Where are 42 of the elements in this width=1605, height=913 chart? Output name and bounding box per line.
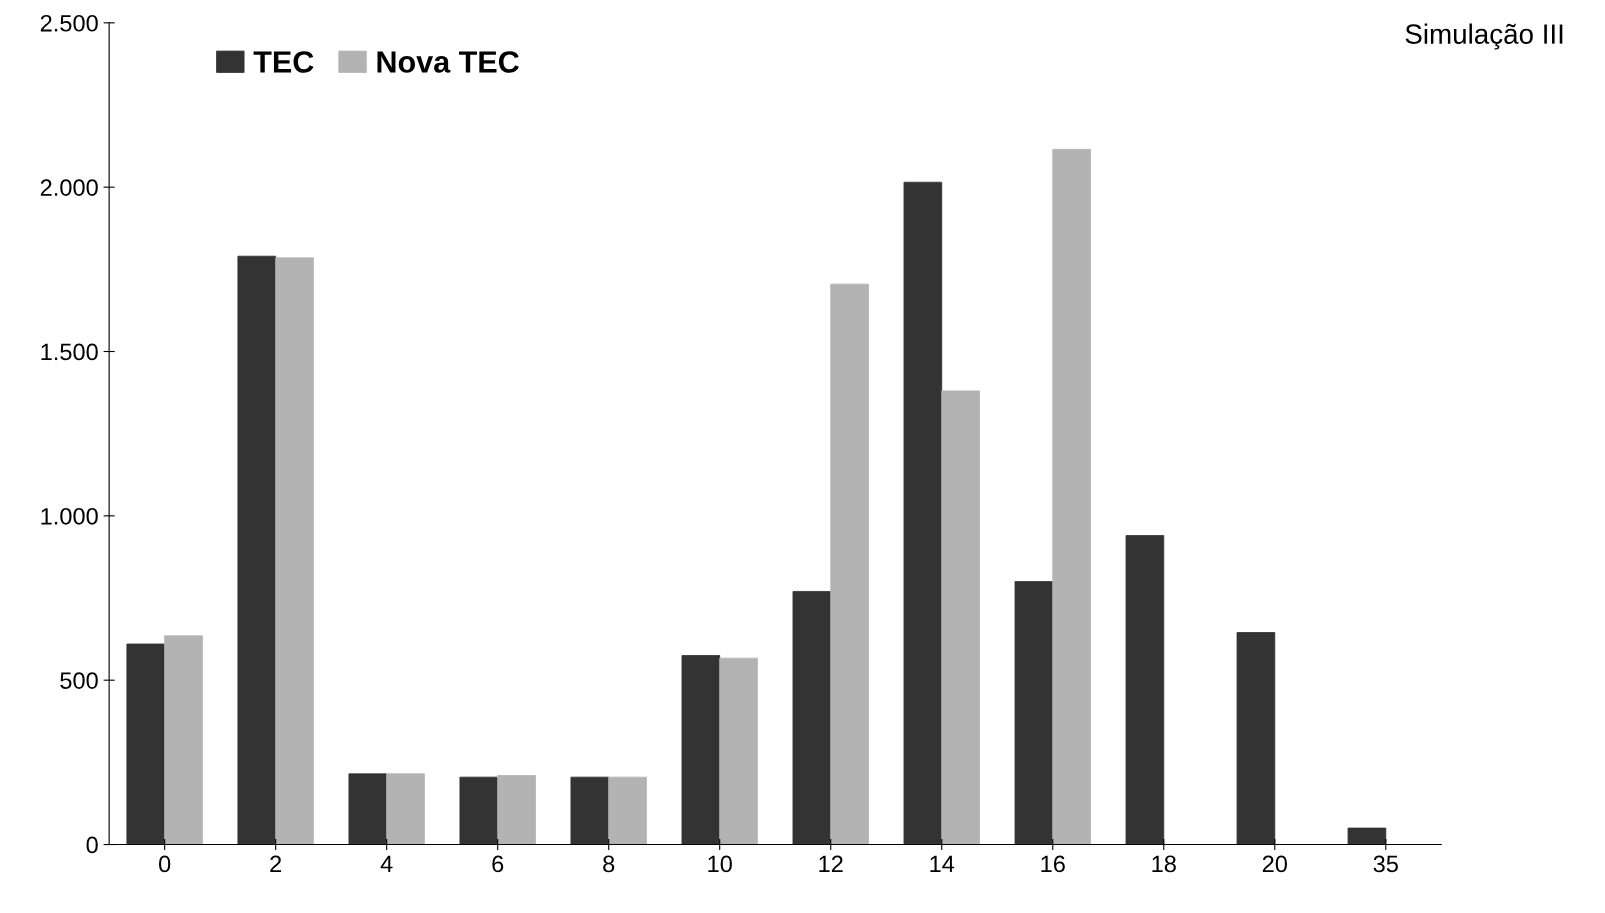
x-tick-label: 6	[492, 855, 504, 873]
y-tick-label: 2.500	[40, 14, 98, 32]
legend-label: Nova TEC	[377, 51, 519, 73]
bar	[941, 390, 980, 845]
bar	[497, 775, 536, 845]
y-tick-label: 500	[60, 672, 98, 689]
x-tick-label: 20	[1262, 855, 1287, 873]
x-tick-label: 8	[603, 855, 615, 873]
bar	[348, 773, 388, 845]
bar	[1014, 581, 1054, 845]
bar	[830, 283, 869, 845]
x-tick-label: 10	[708, 855, 732, 873]
y-tick-label: 0	[86, 836, 98, 854]
bar	[1052, 148, 1091, 845]
y-tick-label: 2.000	[40, 179, 98, 196]
bar	[792, 591, 832, 845]
bar	[1125, 535, 1165, 845]
bar	[1347, 827, 1387, 845]
bar	[164, 635, 203, 845]
bar	[719, 657, 758, 845]
x-tick-label: 18	[1152, 855, 1176, 873]
bar	[570, 776, 610, 845]
bar	[237, 255, 277, 845]
x-tick-label: 4	[380, 855, 393, 873]
x-tick-label: 2	[270, 855, 282, 873]
bar	[681, 655, 721, 845]
x-tick-label: 16	[1041, 855, 1065, 873]
bar	[275, 257, 314, 845]
x-tick-label: 0	[159, 855, 171, 873]
bar	[1236, 632, 1276, 845]
chart-title: Simulação III	[1405, 23, 1563, 50]
bar	[903, 181, 943, 845]
bar	[459, 776, 499, 845]
x-tick-label: 14	[930, 855, 955, 873]
x-tick-label: 35	[1373, 855, 1398, 873]
legend-label: TEC	[253, 51, 314, 73]
bar	[608, 776, 647, 845]
bar	[386, 773, 425, 845]
bar	[126, 643, 166, 845]
y-tick-label: 1.000	[41, 507, 98, 525]
y-tick-label: 1.500	[41, 343, 98, 361]
x-tick-label: 12	[819, 855, 843, 873]
